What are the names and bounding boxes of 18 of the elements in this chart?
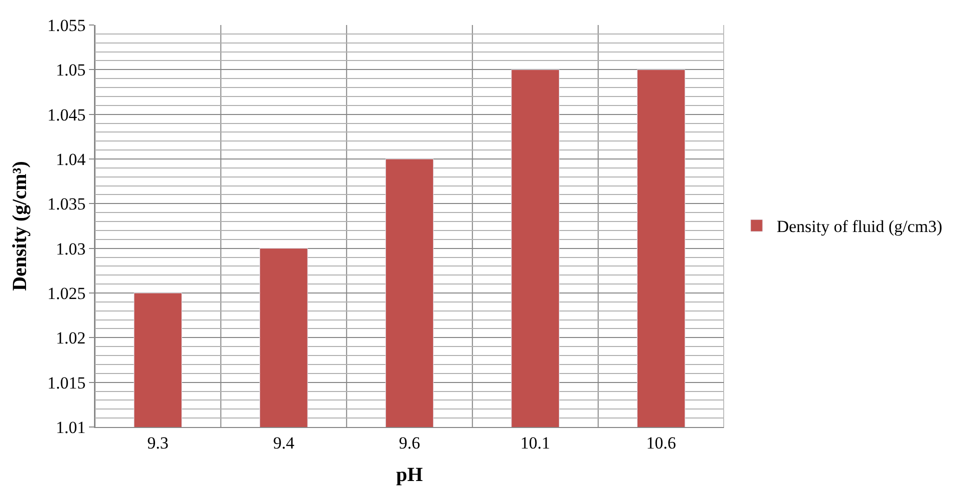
y-tick-label: 1.02 <box>56 328 86 348</box>
x-tick-label: 9.3 <box>147 433 169 452</box>
x-tick-label: 9.4 <box>273 433 295 452</box>
x-axis-title: pH <box>396 464 424 486</box>
y-tick-label: 1.055 <box>47 16 86 35</box>
y-axis-title: Density (g/cm³) <box>8 161 31 291</box>
y-tick-label: 1.04 <box>56 150 86 169</box>
y-tick-label: 1.01 <box>56 418 86 437</box>
y-tick-label: 1.03 <box>56 239 86 258</box>
legend-label: Density of fluid (g/cm3) <box>776 217 942 236</box>
y-tick-label: 1.045 <box>47 105 86 124</box>
y-tick-label: 1.015 <box>47 373 86 392</box>
x-tick-label: 9.6 <box>398 433 420 452</box>
y-tick-label: 1.035 <box>47 194 86 214</box>
y-tick-label: 1.025 <box>47 284 86 303</box>
x-tick-label: 10.6 <box>646 433 676 452</box>
y-tick-label: 1.05 <box>56 60 86 80</box>
x-tick-label: 10.1 <box>520 433 550 452</box>
